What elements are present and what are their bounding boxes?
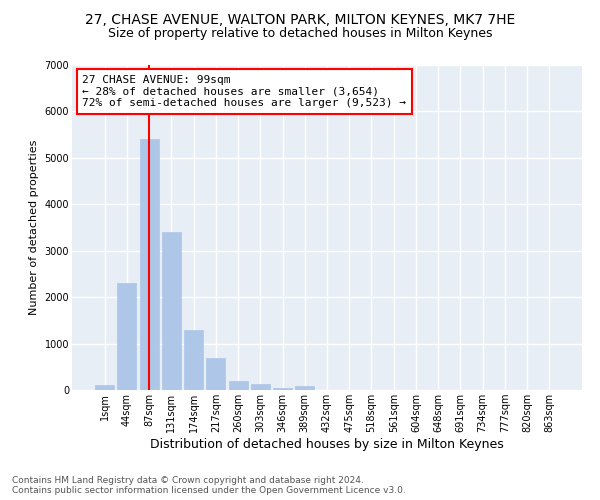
Text: 27, CHASE AVENUE, WALTON PARK, MILTON KEYNES, MK7 7HE: 27, CHASE AVENUE, WALTON PARK, MILTON KE… <box>85 12 515 26</box>
Bar <box>118 283 136 390</box>
Bar <box>184 330 203 390</box>
Bar <box>229 380 248 390</box>
Bar <box>206 358 225 390</box>
Bar <box>140 140 158 390</box>
Y-axis label: Number of detached properties: Number of detached properties <box>29 140 39 315</box>
Bar <box>273 388 292 390</box>
Text: 27 CHASE AVENUE: 99sqm
← 28% of detached houses are smaller (3,654)
72% of semi-: 27 CHASE AVENUE: 99sqm ← 28% of detached… <box>82 74 406 108</box>
Text: Size of property relative to detached houses in Milton Keynes: Size of property relative to detached ho… <box>108 28 492 40</box>
Bar <box>295 386 314 390</box>
Bar <box>95 386 114 390</box>
Bar <box>251 384 270 390</box>
Text: Contains HM Land Registry data © Crown copyright and database right 2024.
Contai: Contains HM Land Registry data © Crown c… <box>12 476 406 495</box>
Bar <box>162 232 181 390</box>
X-axis label: Distribution of detached houses by size in Milton Keynes: Distribution of detached houses by size … <box>150 438 504 451</box>
